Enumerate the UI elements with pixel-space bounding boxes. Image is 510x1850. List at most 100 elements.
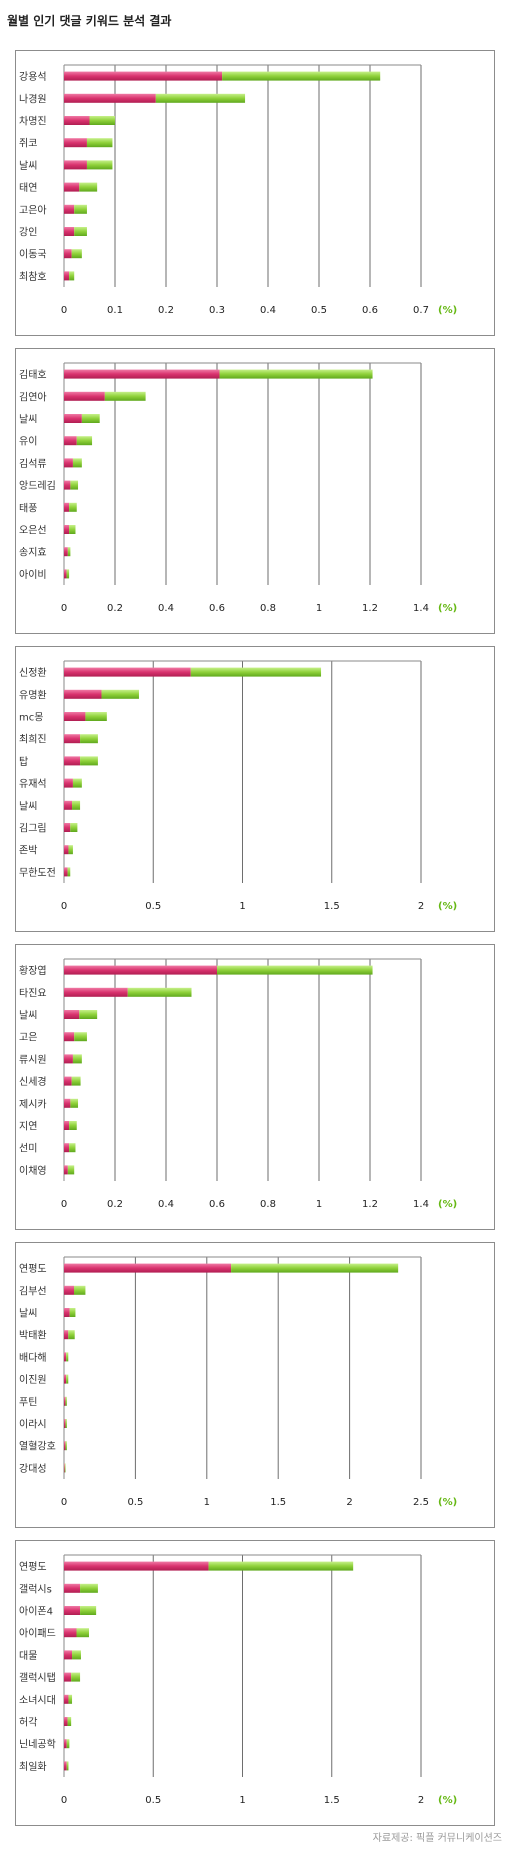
chart-panel-5: 연평도 김부선 날씨 박태환 배다해 이진원 푸틴 이라시 열혈강호 강대성 0 0.5 1 1.5 2 2.… — [15, 1242, 495, 1528]
bar-segment-pink — [64, 1672, 72, 1682]
bar-segment-green — [70, 1098, 79, 1108]
bar-segment-pink — [64, 778, 73, 788]
x-tick-label: 0.4 — [158, 1199, 174, 1210]
bar-segment-pink — [64, 1561, 209, 1571]
bar-segment-green — [69, 525, 76, 534]
x-tick-label: 2 — [418, 1795, 424, 1806]
bar-segment-pink — [64, 823, 71, 832]
category-label: 제시카 — [19, 1098, 47, 1110]
bar-segment-green — [72, 458, 82, 468]
category-label: 나경원 — [19, 92, 47, 105]
category-label: 오은선 — [19, 525, 47, 537]
category-label: 갤럭시s — [19, 1583, 52, 1595]
x-tick-label: 1.2 — [362, 1199, 378, 1210]
bar-segment-green — [222, 71, 381, 81]
bar-segment-green — [89, 116, 115, 125]
bar-segment-pink — [64, 965, 217, 975]
category-label: 아이패드 — [19, 1628, 56, 1640]
category-label: 소녀시대 — [19, 1694, 56, 1706]
bar-segment-pink — [64, 502, 70, 512]
bar-segment-green — [72, 800, 81, 810]
bar-segment-green — [208, 1561, 354, 1571]
bar-segment-pink — [64, 138, 87, 148]
bar-segment-pink — [64, 756, 81, 766]
bar-segment-green — [69, 1121, 77, 1130]
category-label: 김석류 — [19, 458, 47, 470]
x-tick-label: 1.4 — [413, 603, 429, 614]
category-label: 강용석 — [19, 71, 47, 83]
category-label: 유명환 — [19, 689, 47, 701]
x-tick-label: 1.4 — [413, 1199, 429, 1210]
bar-segment-pink — [64, 569, 67, 579]
category-label: 최희진 — [19, 734, 47, 746]
bar-segment-pink — [64, 1098, 71, 1108]
bar-segment-pink — [64, 1285, 74, 1295]
bar-segment-green — [67, 867, 71, 877]
x-tick-label: 0.5 — [311, 305, 327, 316]
bar-segment-green — [104, 391, 146, 401]
category-label: 닌네공학 — [19, 1739, 56, 1751]
category-label: 선미 — [19, 1143, 37, 1155]
x-tick-label: 0.6 — [209, 603, 225, 614]
category-label: 연평도 — [19, 1263, 47, 1275]
bar-segment-green — [66, 1374, 69, 1384]
bar-segment-green — [71, 249, 82, 259]
bar-segment-green — [70, 823, 78, 832]
category-label: 허각 — [19, 1717, 37, 1729]
bar-segment-green — [67, 547, 71, 557]
bar-segment-green — [80, 1606, 97, 1615]
category-label: 아이비 — [19, 569, 47, 581]
category-label: 최일화 — [19, 1761, 47, 1773]
category-label: 신세경 — [19, 1075, 47, 1088]
x-tick-label: 0.3 — [209, 305, 225, 316]
bar-segment-pink — [64, 1441, 66, 1451]
category-label: 태연 — [19, 182, 37, 194]
bar-segment-green — [69, 502, 77, 512]
bar-segment-pink — [64, 987, 128, 997]
bar-segment-pink — [64, 734, 81, 744]
bar-segment-pink — [64, 667, 191, 677]
bar-segment-pink — [64, 525, 70, 534]
category-label: 날씨 — [19, 800, 37, 812]
category-label: 유이 — [19, 436, 37, 448]
bar-segment-pink — [64, 1694, 69, 1704]
x-tick-label: 2 — [346, 1497, 352, 1508]
bar-segment-green — [69, 1308, 76, 1317]
x-tick-label: 1.5 — [324, 1795, 340, 1806]
x-tick-label: 0 — [61, 305, 67, 316]
category-label: 쥐코 — [19, 138, 37, 150]
bar-segment-pink — [64, 867, 68, 877]
bar-segment-pink — [64, 436, 77, 446]
bar-segment-pink — [64, 1121, 70, 1130]
bar-segment-green — [80, 756, 98, 766]
bar-segment-pink — [64, 1165, 68, 1175]
bar-segment-pink — [64, 1076, 72, 1086]
bar-segment-green — [69, 1143, 76, 1153]
bar-segment-green — [65, 1396, 67, 1406]
bar-segment-pink — [64, 1263, 232, 1273]
bar-segment-green — [85, 712, 107, 721]
bar-segment-green — [80, 1583, 98, 1593]
bar-segment-green — [74, 204, 87, 214]
x-tick-label: 0.8 — [260, 1199, 276, 1210]
bar-segment-green — [74, 227, 87, 236]
bar-segment-pink — [64, 1419, 66, 1428]
category-label: 배다해 — [19, 1351, 47, 1364]
x-tick-label: 0.5 — [127, 1497, 143, 1508]
bar-segment-pink — [64, 1606, 81, 1615]
category-label: 황장엽 — [19, 965, 47, 977]
bar-segment-green — [68, 1330, 75, 1340]
unit-label: (%) — [438, 305, 457, 316]
bar-segment-pink — [64, 1032, 75, 1042]
x-tick-label: 2 — [418, 901, 424, 912]
chart-panel-4: 황장엽 타진요 날씨 고은 류시원 신세경 제시카 지연 선미 이채영 0 0.2 0.4 0.6 0.8 1… — [15, 944, 495, 1230]
category-label: 유재석 — [19, 778, 47, 790]
category-label: 이진원 — [19, 1374, 47, 1386]
bar-segment-green — [71, 1672, 81, 1682]
bar-segment-green — [219, 369, 373, 379]
bar-segment-green — [69, 271, 75, 281]
bar-segment-pink — [64, 480, 71, 490]
